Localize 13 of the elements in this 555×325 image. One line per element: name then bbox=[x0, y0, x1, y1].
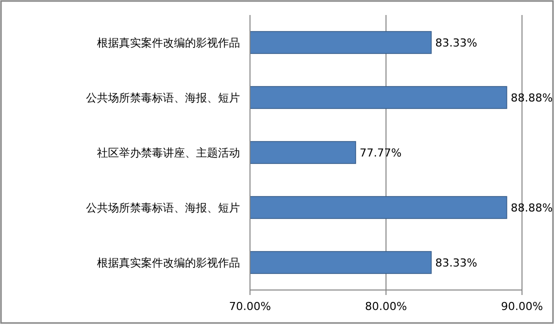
y-tick-label: 公共场所禁毒标语、海报、短片 bbox=[86, 92, 240, 104]
data-label: 83.33% bbox=[435, 256, 478, 270]
y-tick-label: 公共场所禁毒标语、海报、短片 bbox=[86, 202, 240, 214]
data-label: 88.88% bbox=[510, 202, 553, 214]
x-tick-label: 70.00% bbox=[229, 300, 271, 313]
data-label: 77.77% bbox=[360, 146, 402, 160]
data-label: 88.88% bbox=[510, 92, 553, 104]
x-tick-label: 80.00% bbox=[365, 300, 407, 313]
y-tick-label: 根据真实案件改编的影视作品 bbox=[97, 36, 240, 50]
data-label: 83.33% bbox=[435, 36, 478, 50]
x-tick-label: 90.00% bbox=[501, 300, 543, 313]
y-tick-label: 根据真实案件改编的影视作品 bbox=[97, 256, 240, 270]
y-tick-label: 社区举办禁毒讲座、主题活动 bbox=[97, 146, 240, 160]
